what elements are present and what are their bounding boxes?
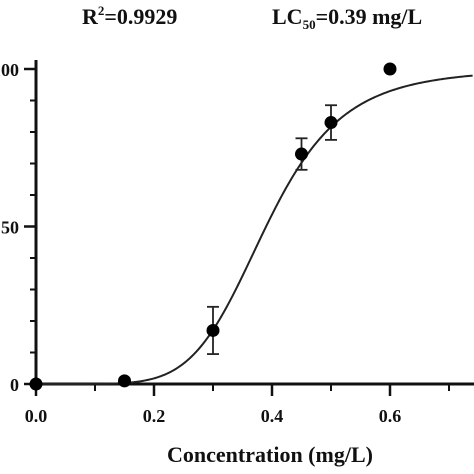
y-tick-label: 100 [0, 60, 19, 80]
data-point [206, 323, 220, 337]
data-point [383, 62, 397, 76]
x-tick-label: 0.2 [143, 406, 166, 426]
y-tick-label: 0 [10, 375, 19, 395]
r2-annotation: R2=0.9929 [82, 3, 177, 29]
data-point [324, 116, 338, 130]
data-point [295, 147, 308, 161]
x-tick-label: 0.4 [261, 406, 284, 426]
x-axis-title: Concentration (mg/L) [167, 442, 373, 467]
data-point [118, 374, 131, 388]
fitted-curve [36, 74, 473, 385]
y-tick-label: 50 [1, 218, 19, 238]
x-tick-label: 0.6 [379, 406, 402, 426]
lc50-annotation: LC50=0.39 mg/L [272, 4, 422, 32]
x-tick-label: 0.0 [25, 406, 48, 426]
data-point [29, 377, 43, 391]
